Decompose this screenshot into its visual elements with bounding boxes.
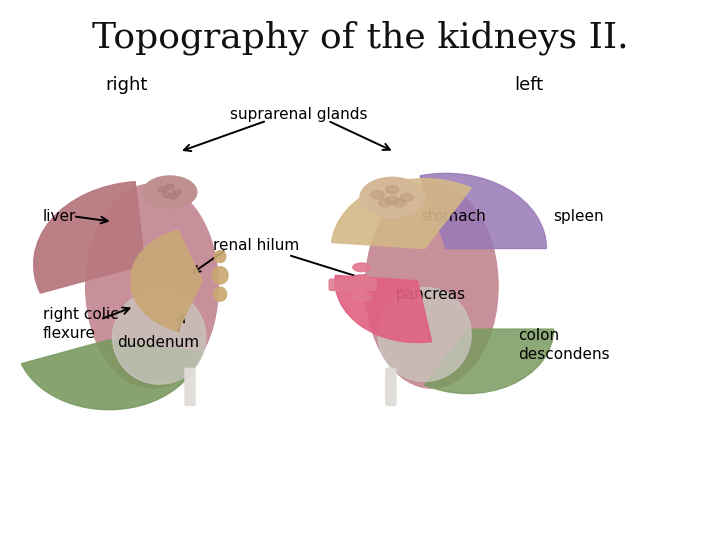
Ellipse shape [353,263,370,272]
Wedge shape [332,179,471,248]
Ellipse shape [169,194,178,199]
FancyBboxPatch shape [329,279,377,291]
Ellipse shape [400,193,413,201]
Text: colon
descondens: colon descondens [518,328,609,362]
Ellipse shape [351,292,372,302]
Ellipse shape [379,199,392,207]
Text: stomach: stomach [420,209,486,224]
Text: suprarenal glands: suprarenal glands [230,107,368,122]
Ellipse shape [372,191,384,199]
Ellipse shape [386,185,399,193]
Ellipse shape [386,196,399,204]
Ellipse shape [350,275,373,287]
Text: left: left [514,76,543,93]
Ellipse shape [378,287,471,381]
Ellipse shape [162,192,171,198]
Ellipse shape [214,287,227,301]
Ellipse shape [143,176,197,208]
FancyBboxPatch shape [386,368,396,406]
Text: Topography of the kidneys II.: Topography of the kidneys II. [91,20,629,55]
Wedge shape [335,275,432,342]
Text: right colic
flexure: right colic flexure [43,307,119,341]
Text: renal hilum: renal hilum [213,238,299,253]
Text: pancreas: pancreas [395,287,465,302]
Ellipse shape [166,184,174,190]
Text: spleen: spleen [554,209,604,224]
Ellipse shape [393,199,406,207]
Wedge shape [22,340,201,410]
Ellipse shape [365,184,498,388]
Ellipse shape [212,267,228,284]
Text: right: right [106,76,148,93]
Wedge shape [425,329,554,394]
Ellipse shape [158,187,167,192]
Ellipse shape [173,190,181,195]
Ellipse shape [360,177,425,218]
Ellipse shape [215,251,226,262]
FancyBboxPatch shape [185,368,195,406]
Wedge shape [420,173,546,248]
Text: duodenum: duodenum [117,335,199,350]
Ellipse shape [112,290,206,384]
Text: liver: liver [43,209,76,224]
Wedge shape [34,181,145,293]
Ellipse shape [86,184,218,388]
Wedge shape [130,230,202,331]
